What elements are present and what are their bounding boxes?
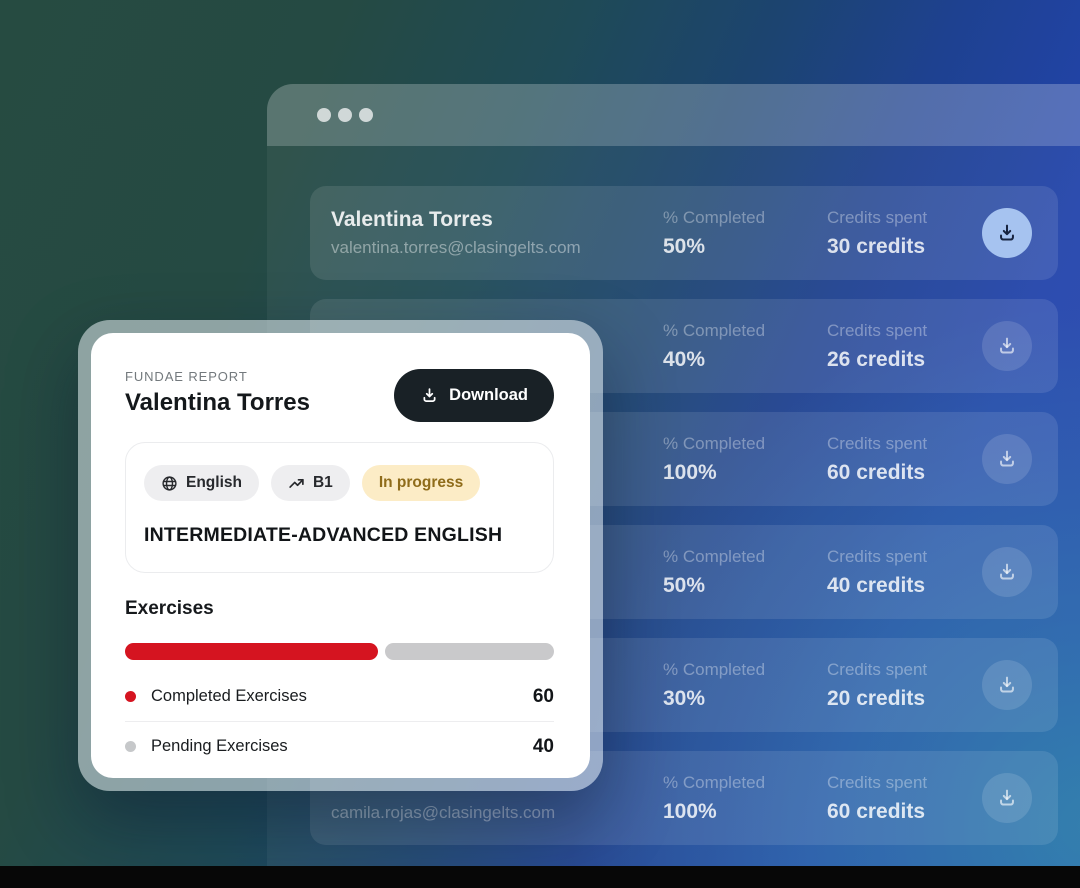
row-download-button[interactable]: [982, 773, 1032, 823]
download-icon: [996, 787, 1018, 809]
legend-label: Completed Exercises: [151, 687, 307, 705]
table-row: Valentina Torres valentina.torres@clasin…: [310, 186, 1058, 280]
completed-cell: % Completed 50%: [663, 547, 827, 598]
row-download-button[interactable]: [982, 321, 1032, 371]
completed-label: % Completed: [663, 433, 766, 453]
tags-row: English B1 In progress: [144, 465, 535, 501]
student-cell: Valentina Torres valentina.torres@clasin…: [331, 207, 663, 259]
completed-label: % Completed: [663, 546, 766, 566]
credits-label: Credits spent: [827, 320, 928, 340]
completed-cell: % Completed 50%: [663, 208, 827, 259]
download-icon: [996, 335, 1018, 357]
credits-cell: Credits spent 20 credits: [827, 660, 982, 711]
window-dot-icon[interactable]: [338, 108, 352, 122]
gray-dot-icon: [125, 741, 136, 752]
status-tag-label: In progress: [378, 474, 464, 491]
credits-cell: Credits spent 60 credits: [827, 434, 982, 485]
fundae-card: FUNDAE REPORT Valentina Torres Download: [91, 333, 590, 778]
level-tag: B1: [270, 465, 350, 501]
completed-value: 100%: [663, 460, 717, 484]
legend-item-pending: Pending Exercises 40: [125, 721, 554, 771]
legend-value: 60: [532, 685, 554, 707]
credits-label: Credits spent: [827, 433, 928, 453]
download-icon: [996, 674, 1018, 696]
legend-value: 40: [532, 735, 554, 757]
row-download-button[interactable]: [982, 547, 1032, 597]
completed-value: 40%: [663, 347, 706, 371]
credits-cell: Credits spent 40 credits: [827, 547, 982, 598]
credits-value: 20 credits: [827, 686, 926, 710]
completed-value: 50%: [663, 573, 706, 597]
status-tag: In progress: [361, 465, 481, 501]
language-tag-label: English: [186, 474, 242, 491]
credits-value: 40 credits: [827, 573, 926, 597]
download-button[interactable]: Download: [394, 369, 554, 422]
credits-value: 30 credits: [827, 234, 926, 258]
row-download-button[interactable]: [982, 208, 1032, 258]
download-icon: [420, 386, 439, 405]
red-dot-icon: [125, 691, 136, 702]
completed-value: 100%: [663, 799, 717, 823]
row-download-button[interactable]: [982, 660, 1032, 710]
window-dots: [317, 108, 373, 122]
window-titlebar: [267, 84, 1080, 146]
window-dot-icon[interactable]: [359, 108, 373, 122]
credits-value: 60 credits: [827, 799, 926, 823]
completed-label: % Completed: [663, 320, 766, 340]
bottom-bar: [0, 866, 1080, 888]
student-email: camila.rojas@clasingelts.com: [331, 803, 556, 822]
card-header: FUNDAE REPORT Valentina Torres Download: [125, 369, 554, 422]
student-name: Valentina Torres: [331, 208, 493, 231]
exercises-legend: Completed Exercises 60 Pending Exercises…: [125, 672, 554, 771]
exercises-heading: Exercises: [125, 598, 214, 619]
completed-label: % Completed: [663, 772, 766, 792]
completed-cell: % Completed 30%: [663, 660, 827, 711]
credits-value: 60 credits: [827, 460, 926, 484]
download-icon: [996, 448, 1018, 470]
credits-label: Credits spent: [827, 772, 928, 792]
credits-cell: Credits spent 26 credits: [827, 321, 982, 372]
exercises-progress-bar: [125, 643, 554, 660]
window-dot-icon[interactable]: [317, 108, 331, 122]
credits-label: Credits spent: [827, 207, 928, 227]
progress-completed-segment: [125, 643, 379, 660]
completed-value: 50%: [663, 234, 706, 258]
download-button-label: Download: [449, 386, 528, 404]
trending-up-icon: [288, 475, 305, 492]
card-header-titles: FUNDAE REPORT Valentina Torres: [125, 369, 310, 417]
course-title: INTERMEDIATE-ADVANCED ENGLISH: [144, 524, 503, 546]
student-cell: camila.rojas@clasingelts.com: [331, 772, 663, 824]
credits-cell: Credits spent 60 credits: [827, 773, 982, 824]
course-box: English B1 In progress INTERMEDIATE-ADVA…: [125, 442, 554, 573]
completed-cell: % Completed 100%: [663, 434, 827, 485]
report-student-name: Valentina Torres: [125, 389, 310, 416]
download-icon: [996, 222, 1018, 244]
completed-label: % Completed: [663, 207, 766, 227]
legend-label: Pending Exercises: [151, 737, 288, 755]
level-tag-label: B1: [312, 474, 333, 491]
completed-label: % Completed: [663, 659, 766, 679]
student-email: valentina.torres@clasingelts.com: [331, 238, 581, 257]
completed-cell: % Completed 100%: [663, 773, 827, 824]
globe-icon: [161, 475, 178, 492]
report-eyebrow: FUNDAE REPORT: [125, 369, 248, 384]
progress-pending-segment: [385, 643, 554, 660]
language-tag: English: [144, 465, 259, 501]
fundae-card-frame: FUNDAE REPORT Valentina Torres Download: [78, 320, 603, 791]
credits-value: 26 credits: [827, 347, 926, 371]
completed-cell: % Completed 40%: [663, 321, 827, 372]
legend-item-completed: Completed Exercises 60: [125, 672, 554, 721]
credits-cell: Credits spent 30 credits: [827, 208, 982, 259]
completed-value: 30%: [663, 686, 706, 710]
download-icon: [996, 561, 1018, 583]
row-download-button[interactable]: [982, 434, 1032, 484]
credits-label: Credits spent: [827, 659, 928, 679]
credits-label: Credits spent: [827, 546, 928, 566]
